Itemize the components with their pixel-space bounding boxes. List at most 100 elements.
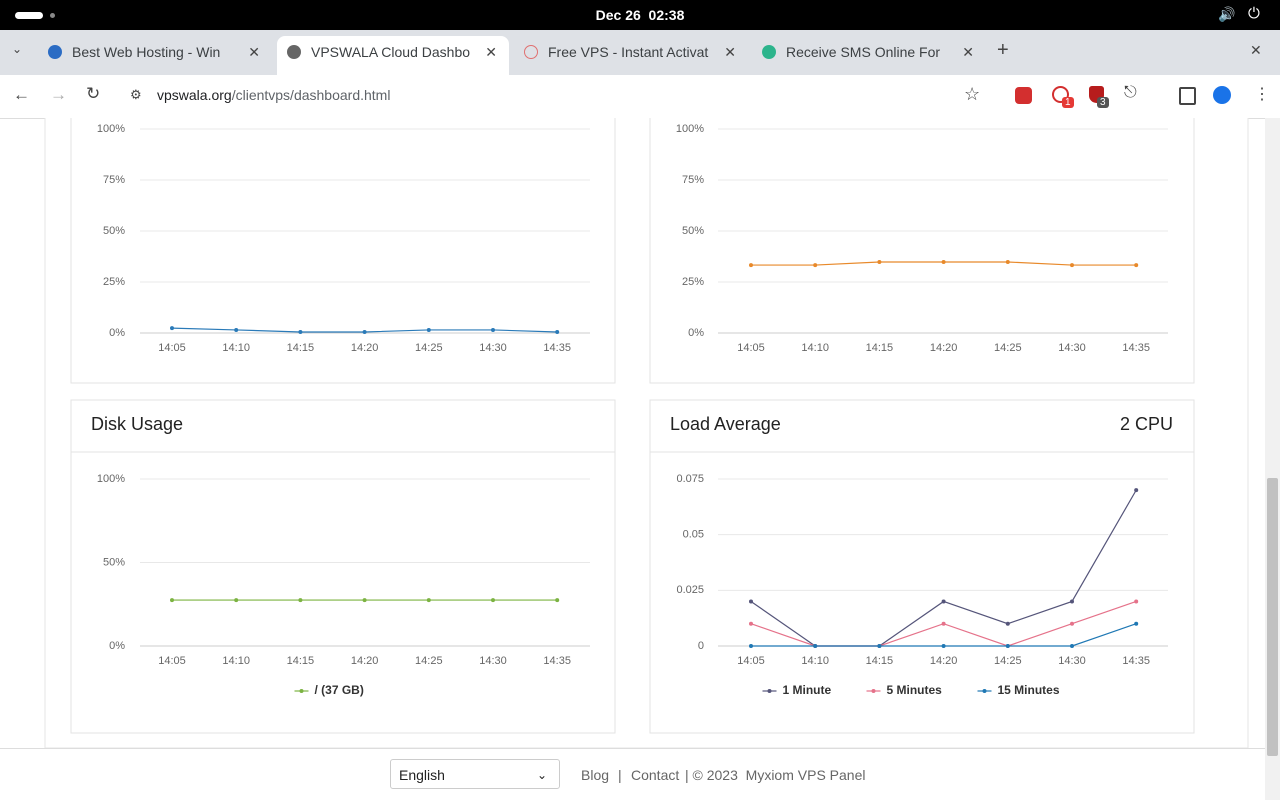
y-tick-label: 0% bbox=[109, 327, 125, 339]
tab-search[interactable]: ⌄ bbox=[12, 42, 23, 56]
panel bbox=[649, 99, 1195, 384]
legend-label: 5 Minutes bbox=[887, 683, 943, 697]
tab[interactable]: Receive SMS Online For ✕ bbox=[752, 36, 986, 75]
power-icon[interactable]: ⏻ bbox=[1248, 5, 1260, 22]
tab-close[interactable]: ✕ bbox=[485, 44, 497, 60]
x-tick-label: 14:25 bbox=[415, 655, 443, 667]
new-tab[interactable]: + bbox=[997, 39, 1009, 61]
x-tick-label: 14:10 bbox=[222, 342, 250, 354]
blog-link[interactable]: Blog bbox=[581, 767, 610, 783]
point bbox=[749, 644, 753, 648]
tab-title: VPSWALA Cloud Dashbo bbox=[311, 44, 471, 60]
favicon bbox=[48, 45, 62, 59]
point bbox=[1070, 621, 1074, 626]
scrollbar-thumb[interactable] bbox=[1267, 478, 1278, 756]
point bbox=[555, 598, 560, 603]
point bbox=[749, 621, 753, 626]
favicon bbox=[524, 45, 538, 59]
window-close[interactable]: ✕ bbox=[1250, 42, 1262, 58]
extensions-menu[interactable]: ⎋ bbox=[1124, 84, 1137, 101]
extension[interactable] bbox=[1015, 87, 1032, 104]
url[interactable]: vpswala.org/clientvps/dashboard.html bbox=[157, 87, 390, 103]
point bbox=[298, 598, 303, 603]
cpu-count: 2 CPU bbox=[1120, 414, 1173, 434]
legend-label: 15 Minutes bbox=[998, 683, 1060, 697]
tab-title: Free VPS - Instant Activat bbox=[548, 44, 709, 60]
separator: | bbox=[618, 767, 622, 783]
y-tick-label: 50% bbox=[103, 556, 125, 568]
point bbox=[749, 599, 753, 604]
x-tick-label: 14:30 bbox=[1058, 342, 1086, 354]
point bbox=[749, 263, 753, 268]
url-path: /clientvps/dashboard.html bbox=[231, 87, 391, 103]
forward-button[interactable]: → bbox=[50, 85, 67, 104]
point bbox=[877, 644, 882, 648]
profile[interactable] bbox=[1213, 86, 1231, 104]
point bbox=[491, 327, 495, 332]
panel bbox=[70, 99, 616, 384]
legend-marker bbox=[871, 689, 876, 693]
back-button[interactable]: ← bbox=[13, 85, 30, 104]
x-tick-label: 14:20 bbox=[930, 342, 958, 354]
clock[interactable]: Dec 26 02:38 bbox=[595, 7, 685, 23]
legend-marker bbox=[299, 689, 304, 693]
y-tick-label: 100% bbox=[97, 123, 125, 135]
y-tick-label: 100% bbox=[97, 473, 125, 485]
side-panel[interactable] bbox=[1179, 87, 1196, 105]
point bbox=[1134, 263, 1139, 268]
tab[interactable]: Free VPS - Instant Activat ✕ bbox=[514, 36, 748, 75]
point bbox=[1134, 621, 1139, 626]
tab-close[interactable]: ✕ bbox=[724, 44, 736, 60]
contact-link[interactable]: Contact bbox=[631, 767, 680, 783]
point bbox=[234, 598, 239, 603]
tab-strip: ⌄ Best Web Hosting - Win ✕ VPSWALA Cloud … bbox=[0, 30, 1280, 75]
point bbox=[1134, 599, 1139, 604]
tab-close[interactable]: ✕ bbox=[248, 44, 260, 60]
x-tick-label: 14:10 bbox=[801, 342, 829, 354]
toolbar: ← → ↻ ⚙ vpswala.org/clientvps/dashboard.… bbox=[0, 75, 1280, 119]
menu[interactable]: ⋮ bbox=[1254, 86, 1270, 103]
site-info[interactable]: ⚙ bbox=[130, 87, 142, 102]
x-tick-label: 14:30 bbox=[1058, 655, 1086, 667]
badge: 1 bbox=[1062, 97, 1074, 108]
y-tick-label: 0% bbox=[109, 640, 125, 652]
bookmark-star[interactable]: ☆ bbox=[964, 84, 981, 104]
point bbox=[426, 598, 431, 603]
legend-marker bbox=[767, 689, 772, 693]
tab[interactable]: VPSWALA Cloud Dashbo ✕ bbox=[277, 36, 509, 75]
tab[interactable]: Best Web Hosting - Win ✕ bbox=[38, 36, 272, 75]
dashboard: 0%25%50%75%100%14:05 14:10 14:15 14:20 14:25… bbox=[44, 99, 1280, 800]
x-tick-label: 14:15 bbox=[287, 655, 315, 667]
point bbox=[1005, 621, 1010, 626]
point bbox=[555, 329, 560, 334]
legend-marker bbox=[982, 689, 987, 693]
point bbox=[1070, 599, 1074, 604]
chevron: ⌄ bbox=[536, 768, 547, 782]
legend-label: 1 Minute bbox=[783, 683, 832, 697]
tab-close[interactable]: ✕ bbox=[962, 44, 974, 60]
x-tick-label: 14:35 bbox=[1122, 655, 1150, 667]
point bbox=[941, 621, 946, 626]
point bbox=[941, 260, 946, 265]
footer: English ⌄ Blog | Contact | © 2023 Myxiom … bbox=[0, 748, 1265, 801]
x-tick-label: 14:30 bbox=[479, 655, 507, 667]
language-select[interactable]: English ⌄ bbox=[390, 759, 560, 789]
dashboard-layer: 0%25%50%75%100%14:05 14:10 14:15 14:20 14:25… bbox=[44, 99, 1280, 800]
y-tick-label: 0.075 bbox=[676, 473, 704, 485]
point bbox=[813, 263, 818, 268]
tab-title: Best Web Hosting - Win bbox=[72, 44, 221, 60]
activities-indicator[interactable] bbox=[15, 12, 43, 19]
omnibox[interactable] bbox=[112, 79, 992, 113]
x-tick-label: 14:20 bbox=[930, 655, 958, 667]
y-tick-label: 25% bbox=[682, 276, 704, 288]
volume-icon[interactable]: 🔊 bbox=[1218, 6, 1236, 22]
panel bbox=[649, 399, 1195, 734]
badge: 3 bbox=[1097, 97, 1109, 108]
extension[interactable] bbox=[1052, 86, 1069, 103]
point bbox=[362, 598, 367, 603]
x-tick-label: 14:15 bbox=[287, 342, 315, 354]
x-tick-label: 14:30 bbox=[479, 342, 507, 354]
x-tick-label: 14:25 bbox=[415, 342, 443, 354]
point bbox=[877, 260, 882, 265]
reload-button[interactable]: ↻ bbox=[86, 84, 101, 103]
